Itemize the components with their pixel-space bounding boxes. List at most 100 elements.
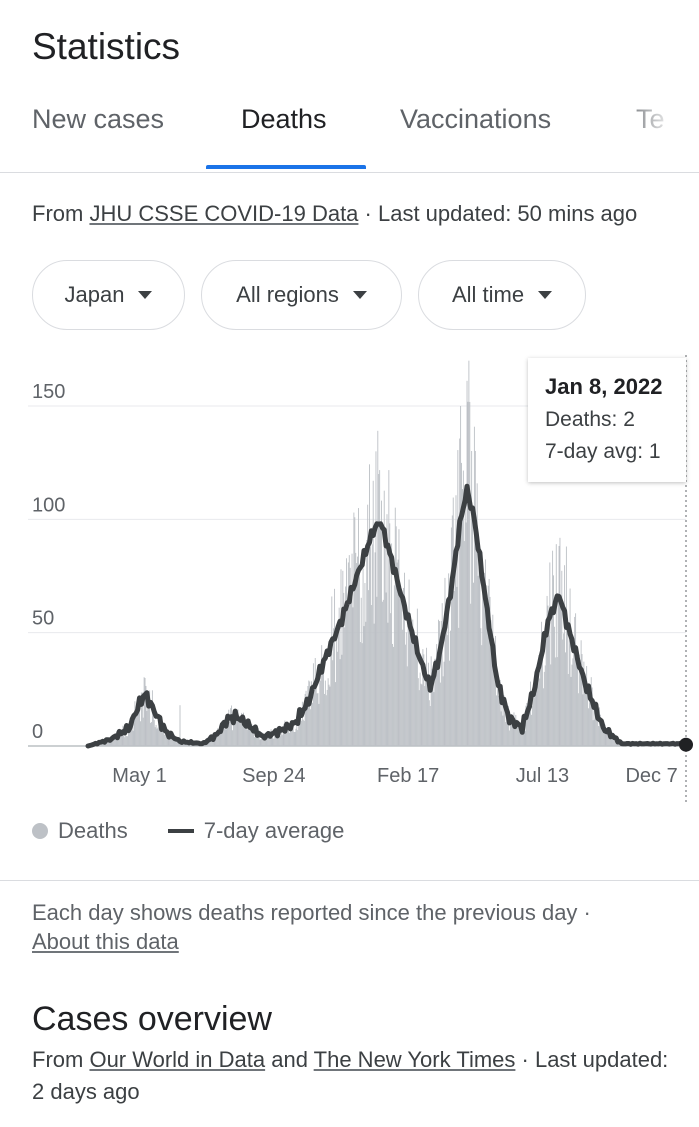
avg-line xyxy=(85,483,689,749)
page-title: Statistics xyxy=(32,26,181,67)
deaths-bar xyxy=(175,740,177,746)
region-dropdown[interactable]: All regions xyxy=(201,260,402,330)
deaths-bar xyxy=(147,696,149,746)
deaths-bar xyxy=(473,426,475,746)
nyt-link[interactable]: The New York Times xyxy=(313,1047,516,1072)
deaths-bar xyxy=(297,730,299,746)
deaths-bar xyxy=(506,719,508,746)
about-data-link[interactable]: About this data xyxy=(32,929,179,954)
deaths-bar xyxy=(111,739,113,746)
overview-prefix: From xyxy=(32,1047,90,1072)
deaths-bar xyxy=(588,708,589,746)
deaths-bar xyxy=(383,490,385,746)
deaths-bar xyxy=(400,596,402,746)
deaths-bar xyxy=(379,470,381,746)
deaths-bar xyxy=(484,572,485,746)
deaths-bar xyxy=(576,652,578,746)
deaths-bar xyxy=(536,687,538,746)
deaths-bar xyxy=(553,575,554,746)
deaths-chart[interactable]: 0 50 100 150 May 1 Sep 24 Feb 17 Jul 13 Dec 7 xyxy=(0,340,699,810)
deaths-bar xyxy=(470,603,472,746)
chart-legend: Deaths 7-day average xyxy=(32,818,344,844)
location-dropdown[interactable]: Japan xyxy=(32,260,185,330)
deaths-bar xyxy=(154,727,156,746)
deaths-bar xyxy=(267,735,269,746)
deaths-bar xyxy=(464,496,466,746)
deaths-bar xyxy=(208,739,210,746)
deaths-bar xyxy=(440,621,442,746)
deaths-bar xyxy=(392,643,393,746)
deaths-bar xyxy=(240,720,242,746)
deaths-bar xyxy=(584,689,586,746)
deaths-bar xyxy=(346,609,348,746)
deaths-bar xyxy=(123,727,125,746)
avg-legend-swatch xyxy=(167,829,194,833)
deaths-bar xyxy=(307,685,309,746)
deaths-bar xyxy=(390,613,392,746)
deaths-bar xyxy=(511,725,513,746)
chevron-down-icon xyxy=(138,291,153,299)
deaths-bar xyxy=(525,705,527,746)
deaths-bar xyxy=(214,737,216,746)
legend-deaths: Deaths xyxy=(58,818,128,843)
deaths-bar xyxy=(352,607,354,746)
deaths-bar xyxy=(266,733,267,746)
deaths-bar xyxy=(225,729,227,746)
deaths-bar xyxy=(518,722,520,746)
y-tick-label: 150 xyxy=(32,381,65,403)
deaths-bar xyxy=(166,735,168,746)
deaths-bar xyxy=(256,734,258,746)
deaths-bar xyxy=(298,712,300,746)
deaths-bar xyxy=(227,727,229,746)
deaths-bar xyxy=(373,623,375,746)
deaths-bar xyxy=(246,729,248,746)
deaths-bar xyxy=(420,683,422,746)
deaths-bar xyxy=(530,681,531,746)
deaths-bar xyxy=(439,682,441,746)
deaths-bar xyxy=(430,656,432,746)
deaths-bar xyxy=(165,734,167,746)
deaths-bar xyxy=(551,610,553,746)
deaths-bar xyxy=(263,738,265,746)
deaths-bar xyxy=(125,726,127,746)
deaths-bar xyxy=(504,703,506,746)
deaths-bar xyxy=(359,642,361,746)
deaths-bar xyxy=(425,674,427,746)
time-range-dropdown[interactable]: All time xyxy=(418,260,586,330)
deaths-bar xyxy=(148,708,150,746)
deaths-bar xyxy=(250,729,252,746)
tab-new-cases[interactable]: New cases xyxy=(32,104,165,134)
deaths-bar xyxy=(231,705,232,746)
deaths-bar xyxy=(140,692,142,746)
chart-tooltip: Jan 8, 2022 Deaths: 2 7-day avg: 1 xyxy=(528,358,686,482)
note-text: Each day shows deaths reported since the… xyxy=(32,900,578,925)
deaths-bar xyxy=(507,705,509,746)
tab-vaccinations[interactable]: Vaccinations xyxy=(400,104,552,134)
deaths-bar xyxy=(410,619,412,746)
deaths-bar xyxy=(219,725,221,746)
deaths-bar xyxy=(460,406,462,746)
deaths-bar xyxy=(472,511,474,746)
deaths-bar xyxy=(114,735,116,746)
deaths-bar xyxy=(434,658,436,746)
deaths-bar xyxy=(318,703,320,746)
deaths-bar xyxy=(398,529,400,746)
deaths-bar xyxy=(517,727,519,746)
source-link[interactable]: JHU CSSE COVID-19 Data xyxy=(89,201,359,226)
deaths-bar xyxy=(362,568,364,746)
deaths-bar xyxy=(120,734,122,746)
deaths-bar xyxy=(101,743,103,746)
deaths-bar xyxy=(590,677,592,746)
deaths-bar xyxy=(421,684,423,746)
deaths-bar xyxy=(490,620,492,746)
tab-deaths[interactable]: Deaths xyxy=(241,104,327,134)
deaths-bar xyxy=(261,732,263,746)
deaths-bar xyxy=(128,727,130,746)
deaths-bar xyxy=(600,724,602,746)
deaths-bar xyxy=(335,626,337,746)
owid-link[interactable]: Our World in Data xyxy=(89,1047,266,1072)
deaths-bar xyxy=(372,480,374,746)
deaths-bar xyxy=(251,723,253,746)
deaths-bar xyxy=(550,664,552,746)
deaths-bar xyxy=(168,736,170,746)
